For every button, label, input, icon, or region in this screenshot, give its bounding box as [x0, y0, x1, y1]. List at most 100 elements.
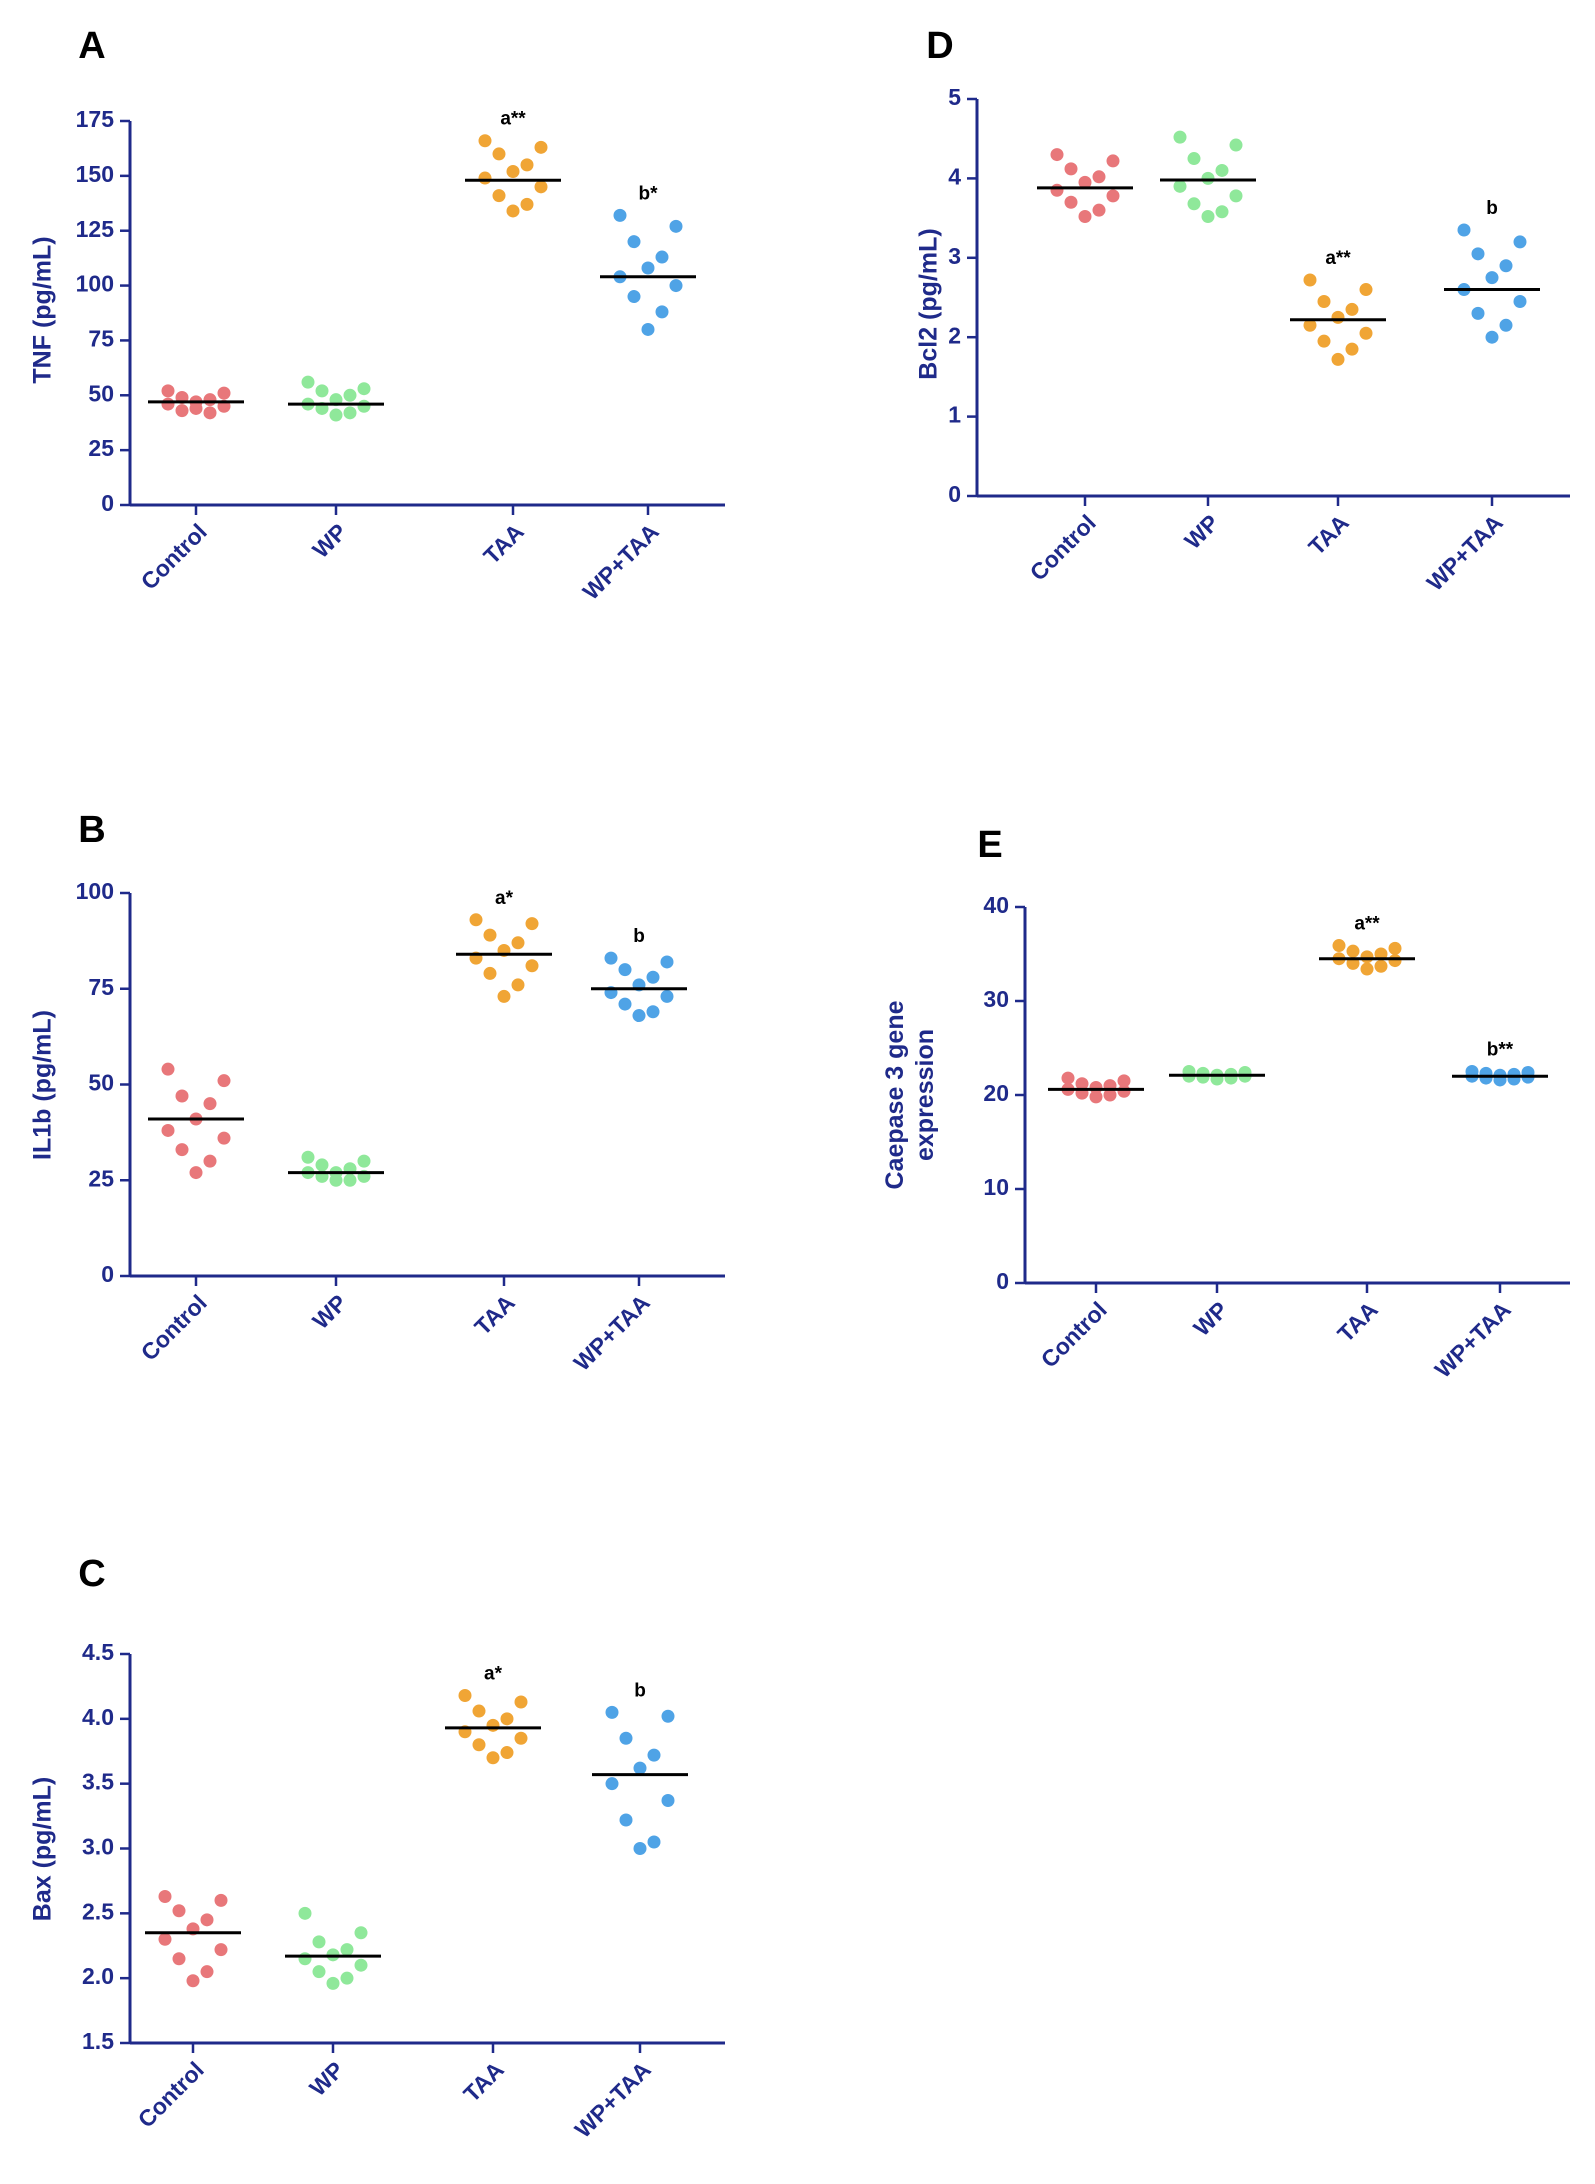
- data-point: [357, 399, 371, 413]
- chart-panel-b: B 0 25 50 75 100 IL1b (pg/mL) Control WP TAA WP+TA…: [29, 809, 725, 1376]
- data-point: [525, 959, 539, 973]
- y-axis-label: Bax (pg/mL): [29, 1777, 57, 1921]
- data-point: [1117, 1074, 1131, 1088]
- series-control: [148, 384, 244, 420]
- data-point: [472, 1738, 486, 1752]
- data-point: [1331, 310, 1345, 324]
- data-point: [618, 963, 632, 977]
- data-point: [312, 1935, 326, 1949]
- panel-letter: B: [78, 809, 105, 851]
- data-point: [1229, 138, 1243, 152]
- data-point: [1215, 205, 1229, 219]
- data-point: [478, 134, 492, 148]
- data-point: [1479, 1071, 1493, 1085]
- significance-label: b**: [1487, 1040, 1514, 1061]
- data-point: [1359, 326, 1373, 340]
- x-tick-label: TAA: [458, 2056, 509, 2107]
- series-wp-plus-taa: b*: [600, 183, 696, 336]
- data-point: [357, 382, 371, 396]
- significance-label: a**: [1325, 248, 1351, 269]
- data-point: [669, 219, 683, 233]
- data-point: [469, 913, 483, 927]
- y-tick-label: 3: [948, 243, 961, 269]
- data-point: [189, 401, 203, 415]
- data-point: [472, 1704, 486, 1718]
- data-point: [186, 1974, 200, 1988]
- chart-panel-c: C 1.5 2.0 2.5 3.0 3.5 4.0 4.5 Bax (pg/mL) Control…: [29, 1553, 725, 2143]
- y-tick-label: 4.5: [82, 1639, 114, 1665]
- data-point: [1187, 152, 1201, 166]
- series-control: [145, 1889, 241, 1988]
- series-wp-plus-taa: b**: [1452, 1040, 1548, 1087]
- data-point: [1332, 939, 1346, 953]
- data-point: [189, 1166, 203, 1180]
- data-point: [1103, 1088, 1117, 1102]
- y-axis-label: TNF (pg/mL): [29, 236, 57, 383]
- data-point: [514, 1695, 528, 1709]
- y-tick-label: 75: [88, 326, 114, 352]
- data-point: [1215, 163, 1229, 177]
- data-point: [483, 966, 497, 980]
- data-point: [172, 1952, 186, 1966]
- y-tick-label: 2.0: [82, 1963, 114, 1989]
- x-tick-label: WP: [1188, 1296, 1233, 1341]
- y-axis-label: IL1b (pg/mL): [29, 1010, 57, 1160]
- data-point: [343, 406, 357, 420]
- data-point: [161, 1062, 175, 1076]
- data-point: [1485, 330, 1499, 344]
- significance-label: a*: [484, 1663, 503, 1684]
- data-point: [1064, 195, 1078, 209]
- y-tick-label: 175: [76, 106, 115, 132]
- series-taa: a*: [456, 888, 552, 1003]
- data-point: [661, 1794, 675, 1808]
- data-point: [1201, 210, 1215, 224]
- data-point: [605, 1777, 619, 1791]
- data-point: [661, 1709, 675, 1723]
- data-point: [203, 393, 217, 407]
- data-point: [1201, 171, 1215, 185]
- data-point: [1360, 950, 1374, 964]
- series-wp: [1160, 130, 1256, 224]
- series-taa: a**: [1290, 248, 1386, 366]
- data-point: [1485, 271, 1499, 285]
- data-point: [1106, 154, 1120, 168]
- y-tick-label: 0: [948, 481, 961, 507]
- data-point: [298, 1952, 312, 1966]
- data-point: [1360, 962, 1374, 976]
- data-point: [1507, 1072, 1521, 1086]
- data-point: [217, 386, 231, 400]
- series-control: [1037, 148, 1133, 224]
- data-point: [486, 1751, 500, 1765]
- x-tick-label: WP: [1179, 509, 1224, 554]
- data-point: [354, 1926, 368, 1940]
- panel-letter: E: [977, 824, 1002, 866]
- series-control: [1048, 1071, 1144, 1104]
- series-wp: [285, 1906, 381, 1990]
- y-tick-label: 1.5: [82, 2028, 114, 2054]
- data-point: [1388, 954, 1402, 968]
- data-point: [633, 1761, 647, 1775]
- data-point: [1457, 223, 1471, 237]
- data-point: [506, 204, 520, 218]
- data-point: [647, 1748, 661, 1762]
- y-tick-label: 20: [983, 1080, 1009, 1106]
- panel-letter: C: [78, 1553, 105, 1595]
- data-point: [534, 180, 548, 194]
- x-tick-label: Control: [1025, 509, 1101, 585]
- y-tick-label: 3.5: [82, 1769, 114, 1795]
- data-point: [506, 164, 520, 178]
- data-point: [1346, 944, 1360, 958]
- data-point: [669, 279, 683, 293]
- data-point: [158, 1932, 172, 1946]
- y-axis-label-line: expression: [911, 1029, 939, 1161]
- significance-label: b: [633, 926, 645, 947]
- data-point: [1471, 247, 1485, 261]
- data-point: [161, 384, 175, 398]
- panel-letter: D: [926, 25, 953, 67]
- data-point: [1303, 318, 1317, 332]
- y-tick-label: 2.5: [82, 1898, 114, 1924]
- x-tick-label: TAA: [469, 1289, 520, 1340]
- y-tick-label: 5: [948, 84, 961, 110]
- x-tick-label: Control: [136, 1289, 212, 1365]
